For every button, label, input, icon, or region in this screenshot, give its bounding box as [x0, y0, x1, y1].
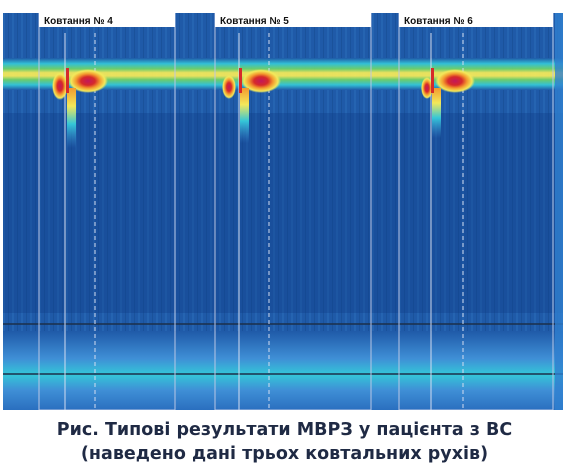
swallow-label-5: Ковтання № 5: [220, 16, 289, 27]
figure-caption: Рис. Типові результати МВРЗ у пацієнта з…: [0, 418, 569, 466]
caption-line-1: Рис. Типові результати МВРЗ у пацієнта з…: [56, 420, 513, 440]
swallow-label-6: Ковтання № 6: [404, 16, 473, 27]
right-edge-strip: [555, 13, 563, 410]
caption-line-2: (наведено дані трьох ковтальних рухів): [80, 444, 489, 464]
swallow-event-6: Ковтання № 6: [398, 13, 554, 410]
lower-pressure-band: [3, 331, 563, 410]
swallow-event-5: Ковтання № 5: [214, 13, 372, 410]
swallow-event-4: Ковтання № 4: [38, 13, 176, 410]
manometry-figure: Ковтання № 4 Ковтання № 5 Ковтання № 6: [3, 13, 563, 410]
swallow-label-4: Ковтання № 4: [44, 16, 113, 27]
darker-region: [3, 113, 563, 313]
